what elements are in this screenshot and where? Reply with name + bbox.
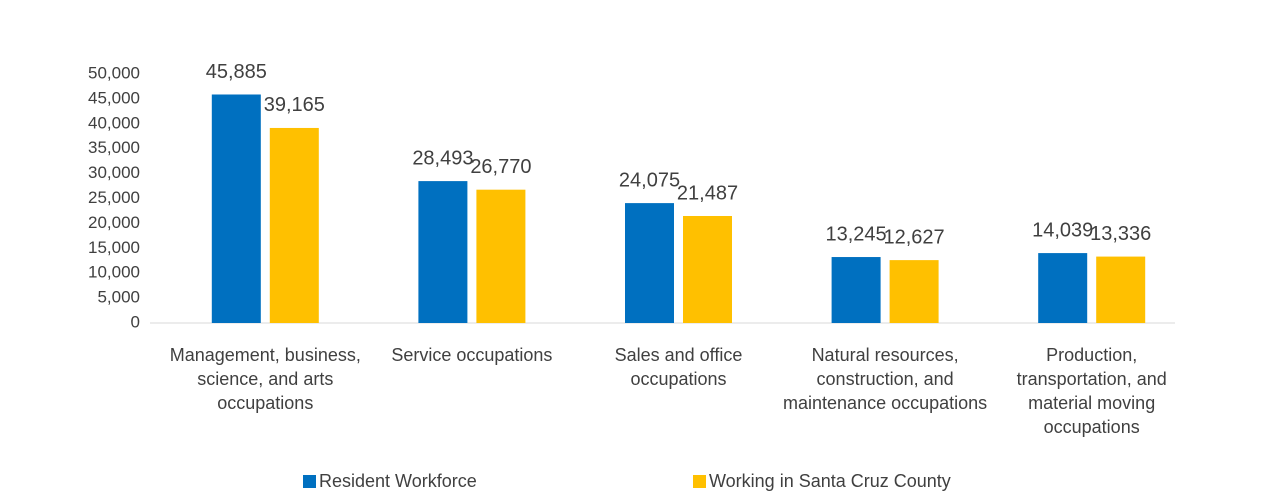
data-label: 13,336 [1090,223,1151,245]
bar [476,189,526,323]
x-tick-label: Sales and office occupations [614,345,743,389]
bar [683,215,732,323]
data-label: 24,075 [619,169,680,191]
data-label: 45,885 [206,61,267,83]
bar [625,203,674,323]
y-tick-label: 20,000 [88,213,140,232]
data-label: 14,039 [1032,219,1093,241]
data-label: 21,487 [677,182,738,204]
bar [831,257,881,323]
y-tick-label: 10,000 [88,263,140,282]
legend-label: Resident Workforce [319,471,477,491]
y-tick-label: 45,000 [88,88,140,107]
x-tick-label: Service occupations [391,345,553,365]
data-label: 12,627 [884,226,945,248]
bar [1038,253,1088,323]
bar [418,181,468,323]
y-tick-label: 35,000 [88,138,140,157]
x-tick-label: Natural resources, construction, and mai… [783,345,988,413]
y-tick-label: 5,000 [97,288,140,307]
y-tick-label: 15,000 [88,238,140,257]
bar [889,260,939,323]
data-label: 26,770 [470,156,531,178]
bar [211,94,261,323]
x-tick-label: Production, transportation, and material… [1016,345,1167,437]
y-tick-label: 40,000 [88,113,140,132]
y-tick-label: 0 [131,312,140,331]
legend-swatch [693,475,706,488]
y-tick-label: 25,000 [88,188,140,207]
y-tick-label: 30,000 [88,163,140,182]
bar [1096,256,1146,323]
data-label: 39,165 [264,94,325,116]
data-label: 13,245 [826,223,887,245]
bar [269,127,319,323]
legend-label: Working in Santa Cruz County [709,471,951,491]
x-tick-label: Management, business, science, and arts … [169,345,361,413]
data-label: 28,493 [412,147,473,169]
legend-swatch [303,475,316,488]
y-tick-label: 50,000 [88,63,140,82]
